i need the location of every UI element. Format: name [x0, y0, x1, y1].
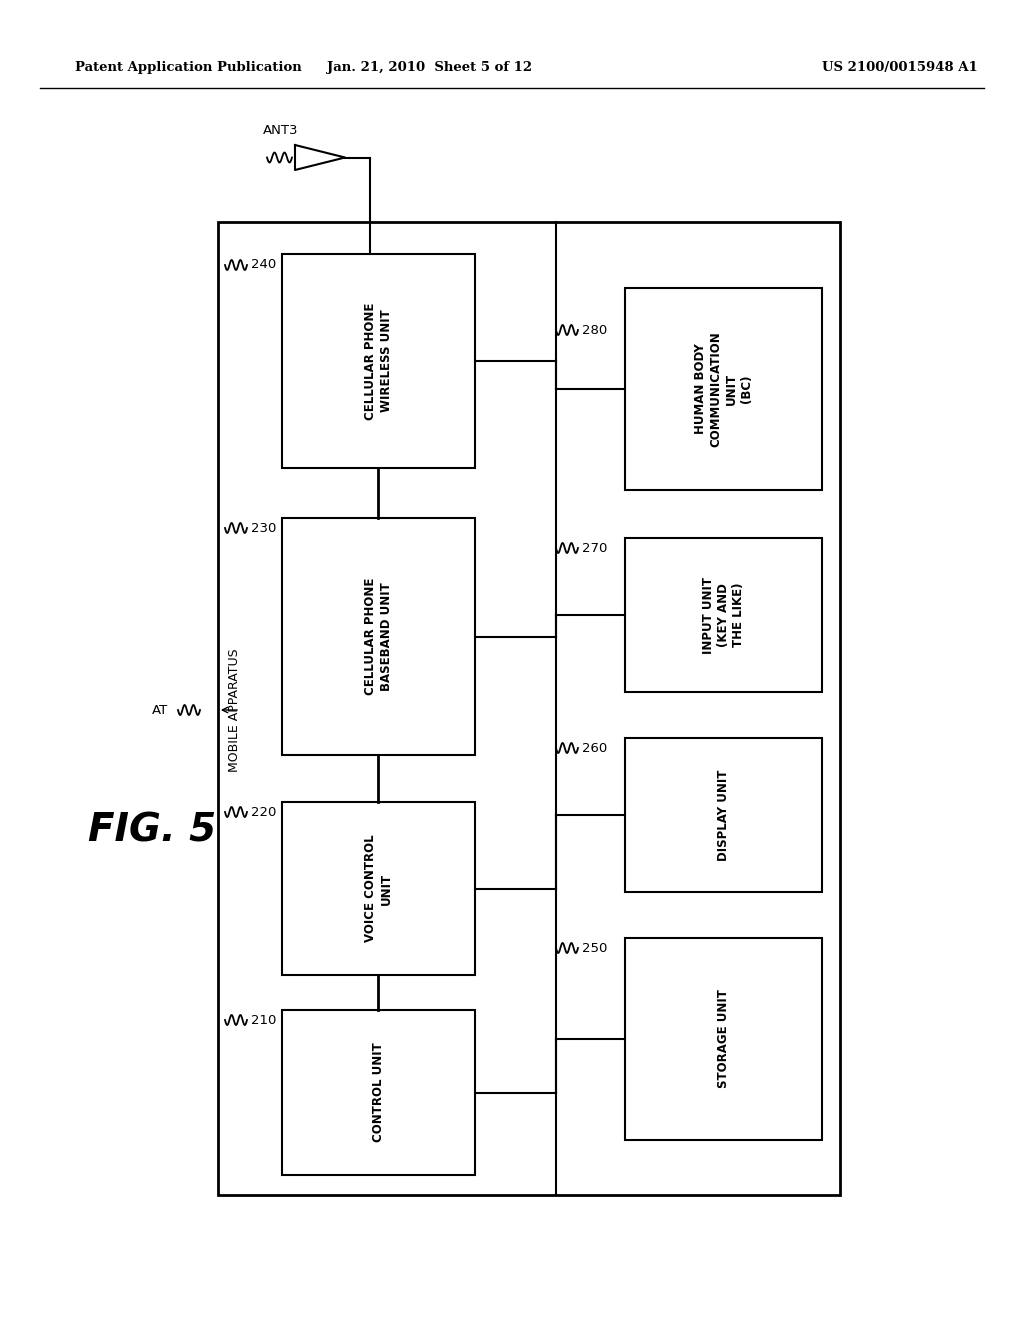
Text: ANT3: ANT3 — [263, 124, 299, 137]
Text: MOBILE APPARATUS: MOBILE APPARATUS — [228, 648, 242, 772]
Text: US 2100/0015948 A1: US 2100/0015948 A1 — [822, 62, 978, 74]
Text: Jan. 21, 2010  Sheet 5 of 12: Jan. 21, 2010 Sheet 5 of 12 — [328, 62, 532, 74]
Text: 270: 270 — [582, 541, 607, 554]
Bar — [282, 253, 475, 469]
Text: VOICE CONTROL
UNIT: VOICE CONTROL UNIT — [365, 834, 392, 942]
Text: Patent Application Publication: Patent Application Publication — [75, 62, 302, 74]
Text: 250: 250 — [582, 941, 607, 954]
Text: AT: AT — [152, 704, 168, 717]
Bar — [282, 803, 475, 975]
Text: 240: 240 — [251, 259, 276, 272]
Bar — [625, 738, 822, 892]
Bar — [625, 288, 822, 490]
Text: CELLULAR PHONE
BASEBAND UNIT: CELLULAR PHONE BASEBAND UNIT — [365, 578, 392, 696]
Text: CONTROL UNIT: CONTROL UNIT — [372, 1043, 385, 1142]
Text: STORAGE UNIT: STORAGE UNIT — [717, 990, 730, 1089]
Text: HUMAN BODY
COMMUNICATION
UNIT
(BC): HUMAN BODY COMMUNICATION UNIT (BC) — [694, 331, 753, 447]
Text: 210: 210 — [251, 1014, 276, 1027]
Bar — [625, 539, 822, 692]
Text: 230: 230 — [251, 521, 276, 535]
Text: 280: 280 — [582, 323, 607, 337]
Bar — [282, 517, 475, 755]
Text: FIG. 5: FIG. 5 — [88, 810, 216, 849]
Bar — [218, 222, 840, 1195]
Bar — [625, 939, 822, 1140]
Text: 260: 260 — [582, 742, 607, 755]
Text: DISPLAY UNIT: DISPLAY UNIT — [717, 770, 730, 861]
Text: INPUT UNIT
(KEY AND
THE LIKE): INPUT UNIT (KEY AND THE LIKE) — [702, 577, 745, 653]
Text: 220: 220 — [251, 805, 276, 818]
Bar — [282, 1010, 475, 1175]
Text: CELLULAR PHONE
WIRELESS UNIT: CELLULAR PHONE WIRELESS UNIT — [365, 302, 392, 420]
